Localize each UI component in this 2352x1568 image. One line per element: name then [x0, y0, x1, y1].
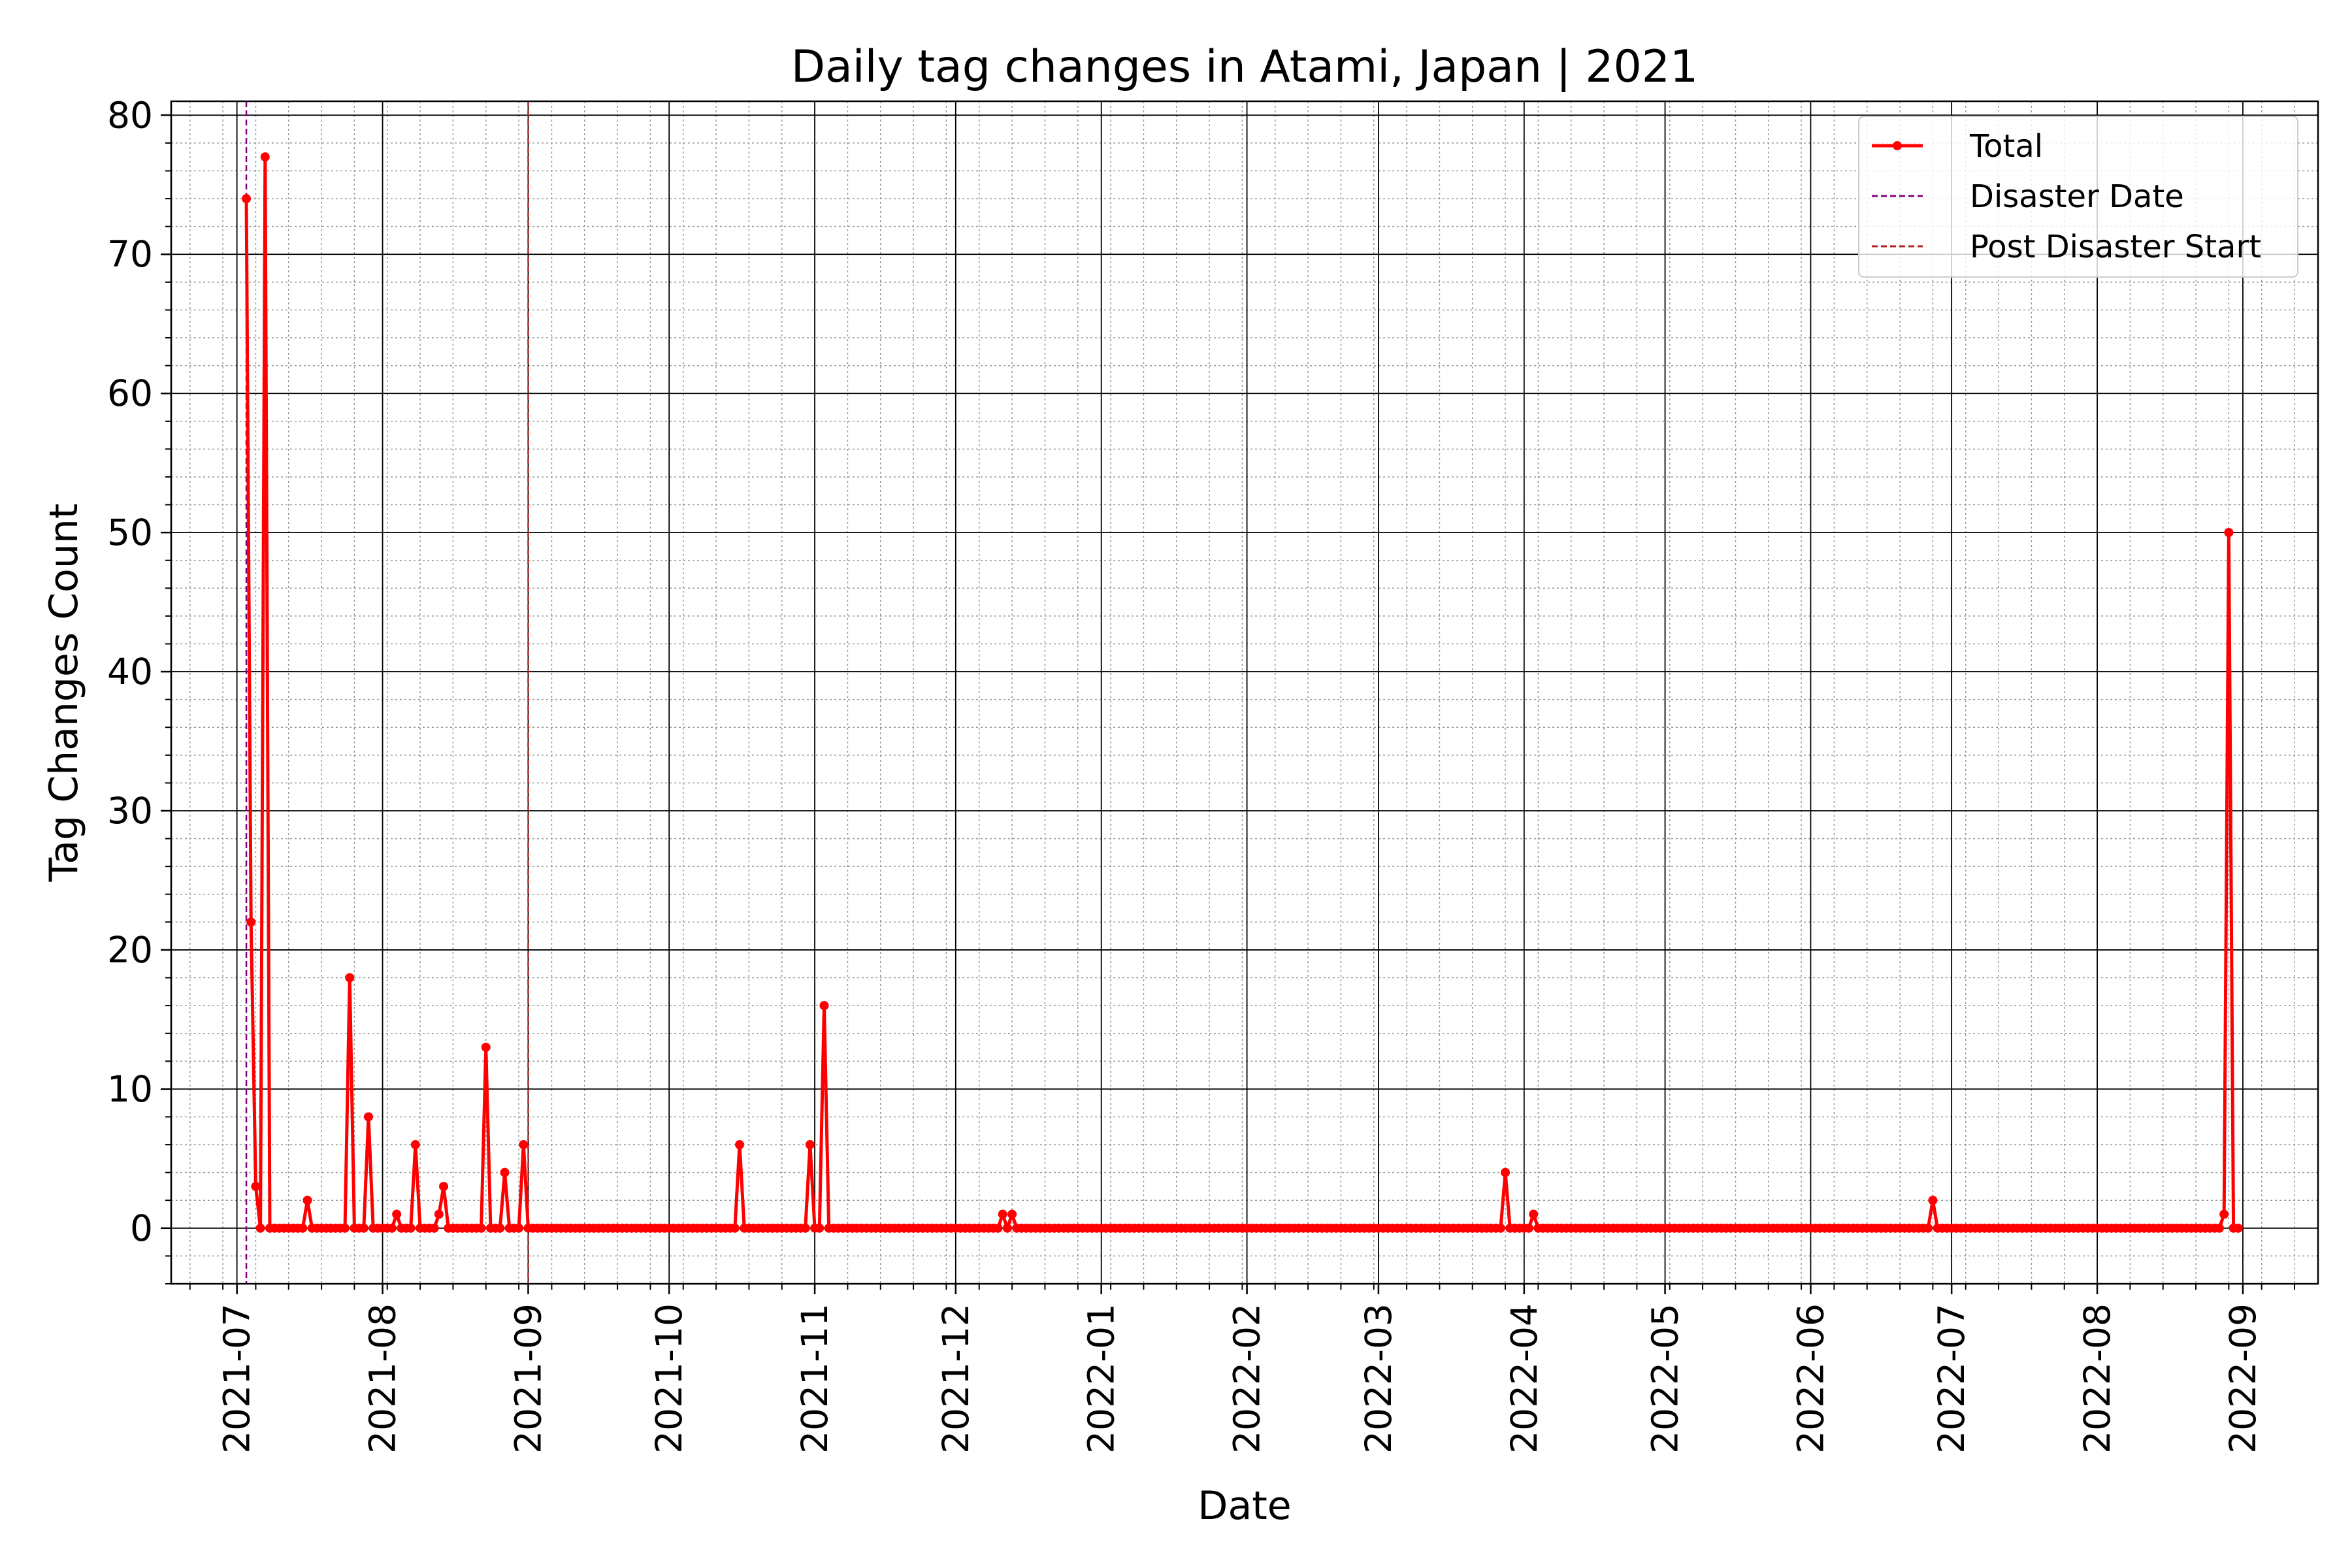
legend-label-total: Total	[1969, 128, 2043, 165]
data-point	[2219, 1209, 2229, 1219]
data-point	[246, 917, 256, 927]
legend-box	[1858, 116, 2298, 278]
data-point	[1928, 1196, 1938, 1205]
data-point	[392, 1209, 402, 1219]
minor-grid	[171, 101, 2318, 1284]
y-tick-labels: 0 10 20 30 40 50 60 70 80	[107, 94, 153, 1249]
major-grid	[171, 101, 2318, 1284]
data-point	[800, 1223, 810, 1233]
x-tick-label: 2021-07	[216, 1303, 258, 1454]
data-point	[735, 1140, 745, 1150]
data-point	[993, 1223, 1003, 1233]
data-point	[251, 1181, 261, 1191]
data-point	[242, 194, 252, 204]
x-tick-label: 2022-01	[1081, 1303, 1122, 1454]
x-tick-label: 2022-02	[1226, 1303, 1268, 1454]
chart-title: Daily tag changes in Atami, Japan | 2021	[791, 41, 1699, 93]
data-point	[815, 1223, 825, 1233]
data-point	[1495, 1223, 1505, 1233]
data-point	[819, 1001, 829, 1011]
axis-ticks	[161, 114, 2296, 1294]
data-point	[387, 1223, 397, 1233]
y-tick-label: 80	[107, 94, 153, 136]
y-tick-label: 70	[107, 233, 153, 275]
plot-frame	[170, 100, 2319, 1285]
x-tick-label: 2022-05	[1644, 1303, 1686, 1454]
data-point	[434, 1209, 444, 1219]
data-point	[406, 1223, 416, 1233]
x-axis-label: Date	[1198, 1483, 1291, 1529]
x-tick-label: 2021-11	[794, 1303, 836, 1454]
data-point	[495, 1223, 505, 1233]
x-tick-labels: 2021-07 2021-08 2021-09 2021-10 2021-11 2021-…	[216, 1303, 2264, 1454]
x-tick-label: 2021-08	[362, 1303, 404, 1454]
x-tick-label: 2022-04	[1503, 1303, 1545, 1454]
x-tick-label: 2022-07	[1931, 1303, 1972, 1454]
series-layer	[242, 152, 2243, 1233]
data-point	[2233, 1223, 2243, 1233]
y-tick-label: 50	[107, 512, 153, 553]
data-point	[255, 1223, 265, 1233]
data-point	[2215, 1223, 2224, 1233]
legend-label-post-disaster-start: Post Disaster Start	[1970, 229, 2261, 265]
data-point	[805, 1140, 815, 1150]
y-tick-label: 20	[107, 929, 153, 971]
legend-marker-total	[1893, 141, 1902, 150]
y-tick-label: 30	[107, 790, 153, 832]
x-tick-label: 2022-09	[2222, 1303, 2264, 1454]
y-tick-label: 40	[107, 651, 153, 693]
data-point	[998, 1209, 1007, 1219]
data-point	[359, 1223, 368, 1233]
data-point	[476, 1223, 486, 1233]
x-tick-label: 2022-06	[1789, 1303, 1831, 1454]
data-point	[364, 1112, 373, 1122]
data-point	[514, 1223, 524, 1233]
data-point	[2224, 528, 2234, 538]
legend: Total Disaster Date Post Disaster Start	[1858, 116, 2298, 278]
data-point	[500, 1168, 510, 1177]
x-tick-label: 2021-09	[507, 1303, 549, 1454]
data-point	[260, 152, 270, 162]
y-axis-label: Tag Changes Count	[41, 504, 87, 883]
data-point	[1002, 1223, 1012, 1233]
data-point	[1923, 1223, 1933, 1233]
data-point	[481, 1043, 491, 1052]
data-point	[298, 1223, 308, 1233]
data-point	[1501, 1168, 1511, 1177]
x-tick-label: 2021-12	[935, 1303, 977, 1454]
y-tick-label: 0	[130, 1207, 153, 1249]
data-point	[730, 1223, 740, 1233]
data-point	[1007, 1209, 1017, 1219]
data-point	[439, 1181, 449, 1191]
x-tick-label: 2022-08	[2076, 1303, 2118, 1454]
data-point	[429, 1223, 439, 1233]
x-tick-label: 2021-10	[648, 1303, 690, 1454]
data-point	[410, 1140, 420, 1150]
data-point	[345, 973, 355, 983]
data-point	[1529, 1209, 1539, 1219]
legend-label-disaster-date: Disaster Date	[1970, 178, 2184, 215]
data-point	[302, 1196, 312, 1205]
data-point	[340, 1223, 350, 1233]
data-point	[519, 1140, 529, 1150]
y-tick-label: 10	[107, 1068, 153, 1110]
y-tick-label: 60	[107, 372, 153, 414]
x-tick-label: 2022-03	[1358, 1303, 1399, 1454]
data-point	[1524, 1223, 1534, 1233]
